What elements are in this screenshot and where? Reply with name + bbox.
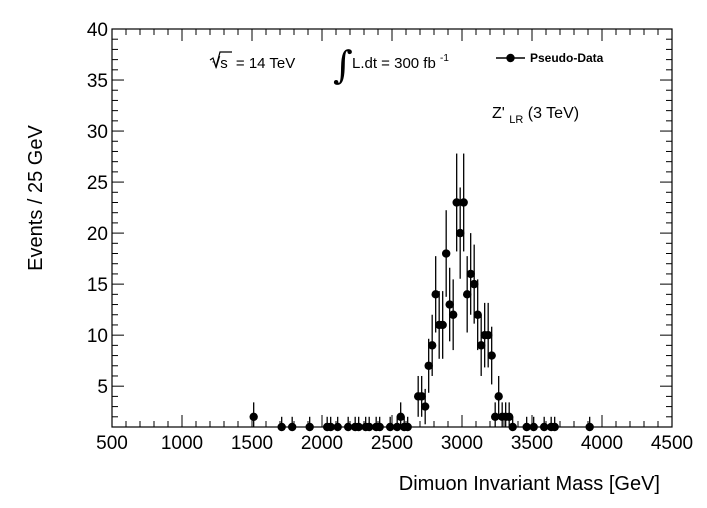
data-point — [494, 392, 503, 401]
plot-frame — [111, 28, 673, 428]
data-point — [459, 198, 468, 207]
data-point — [466, 269, 475, 279]
data-point — [455, 228, 465, 238]
data-point — [287, 422, 297, 432]
luminosity-label: L.dt = 300 fb -1 — [352, 53, 449, 72]
data-point — [385, 422, 395, 432]
x-tick-label: 1500 — [231, 433, 273, 454]
x-tick-label: 2000 — [301, 433, 343, 454]
data-point — [249, 412, 258, 421]
data-point — [424, 361, 433, 370]
data-point — [487, 351, 496, 360]
data-point — [539, 422, 549, 432]
energy-label: √s = 14 TeV — [212, 55, 295, 72]
luminosity-value: L.dt = 300 fb — [352, 55, 436, 72]
y-axis-ticks — [112, 28, 672, 428]
data-point — [508, 422, 517, 432]
y-axis-title: Events / 25 GeV — [25, 125, 47, 271]
data-point — [445, 300, 454, 309]
y-tick-label: 30 — [87, 122, 108, 143]
luminosity-annotation: ∫ L.dt = 300 fb -1 — [333, 43, 449, 87]
data-point — [392, 422, 402, 432]
data-point — [522, 422, 531, 432]
x-tick-label: 3500 — [511, 433, 553, 454]
x-tick-label: 4000 — [581, 433, 623, 454]
data-point — [483, 330, 493, 340]
y-tick-label: 15 — [87, 275, 108, 296]
data-point — [476, 341, 486, 350]
x-tick-label: 2500 — [371, 433, 413, 454]
data-point — [452, 198, 461, 207]
data-points — [249, 198, 594, 432]
legend-entry-pseudo-data: Pseudo-Data — [530, 51, 604, 65]
y-tick-label: 40 — [87, 20, 108, 41]
data-point — [529, 422, 538, 432]
x-axis-title: Dimuon Invariant Mass [GeV] — [399, 473, 660, 495]
data-point — [441, 249, 451, 258]
model-subscript: LR — [509, 114, 523, 126]
model-mass: (3 TeV) — [528, 105, 579, 122]
data-point — [277, 422, 286, 432]
y-tick-label: 20 — [87, 224, 108, 245]
legend: Pseudo-Data — [496, 51, 604, 65]
sqrt-icon — [209, 51, 232, 70]
y-tick-label: 25 — [87, 173, 108, 194]
luminosity-exponent: -1 — [440, 53, 449, 64]
data-point — [354, 422, 363, 432]
data-point — [490, 412, 500, 421]
data-point — [403, 422, 412, 432]
data-point — [305, 422, 314, 432]
data-point — [473, 310, 482, 319]
data-point — [364, 422, 374, 432]
legend-marker-dot — [506, 53, 515, 63]
data-point — [333, 422, 342, 432]
data-point — [469, 279, 479, 289]
integral-icon: ∫ — [333, 43, 353, 87]
y-tick-label: 35 — [87, 71, 108, 92]
model-name: Z' — [492, 105, 505, 122]
x-tick-label: 4500 — [651, 433, 693, 454]
x-tick-label: 3000 — [441, 433, 483, 454]
model-annotation: Z' LR (3 TeV) — [492, 105, 579, 127]
data-point — [396, 412, 405, 421]
x-axis-tick-labels: 500 1000 1500 2000 2500 3000 3500 4000 4500 — [96, 433, 693, 454]
y-tick-label: 10 — [87, 326, 108, 347]
data-point — [427, 341, 437, 350]
x-tick-label: 1000 — [161, 433, 203, 454]
energy-annotation: √s = 14 TeV — [209, 51, 295, 72]
y-axis-tick-labels: 5 10 15 20 25 30 35 40 — [87, 20, 108, 398]
data-point — [417, 392, 426, 401]
y-tick-label: 5 — [97, 377, 108, 398]
data-point — [326, 422, 335, 432]
data-point — [431, 290, 440, 299]
data-point — [375, 422, 384, 432]
data-point — [438, 320, 447, 330]
data-point — [462, 290, 472, 299]
data-point — [585, 422, 594, 432]
data-point — [343, 422, 353, 432]
energy-symbol: √s — [212, 55, 228, 72]
data-point — [550, 422, 559, 432]
data-point — [504, 412, 514, 421]
data-point — [448, 310, 458, 319]
data-point — [420, 402, 430, 411]
energy-value: = 14 TeV — [236, 55, 295, 72]
x-tick-label: 500 — [96, 433, 128, 454]
